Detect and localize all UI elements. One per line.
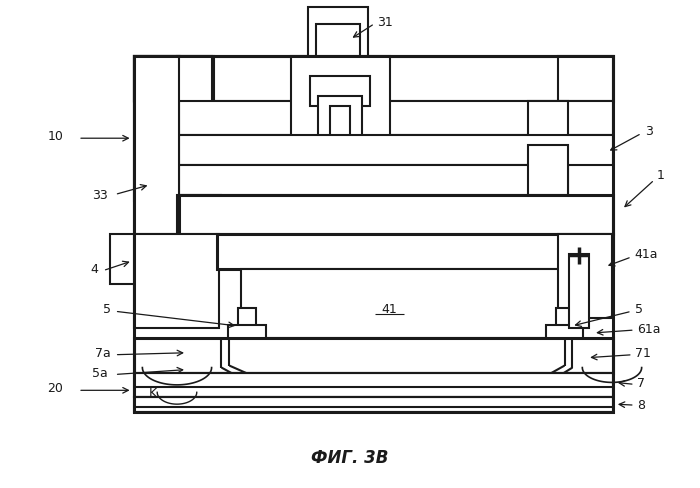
Bar (570, 254, 589, 328)
Bar (558, 235, 612, 319)
Text: 33: 33 (92, 189, 108, 202)
Text: 7a: 7a (95, 346, 111, 360)
Text: 4: 4 (90, 263, 98, 276)
Bar (134, 57, 613, 102)
Bar (228, 325, 266, 343)
Text: 10: 10 (48, 129, 63, 142)
Text: 41: 41 (382, 302, 398, 315)
Text: 20: 20 (48, 381, 63, 394)
Bar (110, 235, 134, 284)
Text: 5: 5 (103, 302, 111, 315)
Bar (546, 325, 583, 343)
Bar (179, 102, 613, 136)
Bar (134, 397, 613, 412)
Bar (309, 8, 368, 77)
Bar (177, 57, 211, 121)
Bar (179, 165, 568, 195)
Text: 3: 3 (645, 124, 652, 138)
Bar (316, 24, 360, 69)
Bar (134, 57, 179, 200)
Bar (179, 136, 613, 165)
Bar (134, 338, 613, 373)
Bar (330, 106, 350, 161)
Bar (177, 195, 221, 235)
Text: 41a: 41a (635, 248, 658, 261)
Bar (556, 308, 573, 358)
Text: 31: 31 (377, 16, 393, 29)
Bar (134, 57, 179, 235)
Text: K: K (149, 386, 158, 399)
Bar (134, 235, 218, 328)
Text: 71: 71 (635, 346, 650, 360)
Text: 61a: 61a (637, 322, 660, 335)
Bar (558, 57, 613, 102)
Text: 7: 7 (637, 376, 645, 389)
Text: 8: 8 (637, 398, 645, 411)
Bar (241, 269, 573, 338)
Bar (238, 308, 256, 358)
Bar (216, 235, 613, 269)
Bar (528, 102, 568, 146)
Text: ФИГ. 3В: ФИГ. 3В (312, 447, 388, 466)
Bar (179, 195, 613, 235)
Bar (528, 146, 568, 195)
Bar (311, 77, 370, 106)
Text: 5: 5 (635, 302, 643, 315)
Bar (290, 57, 389, 175)
Text: 5a: 5a (92, 366, 108, 379)
Bar (134, 57, 613, 412)
Bar (318, 97, 362, 141)
Text: 1: 1 (657, 169, 664, 182)
Bar (134, 373, 613, 397)
Bar (134, 57, 214, 102)
